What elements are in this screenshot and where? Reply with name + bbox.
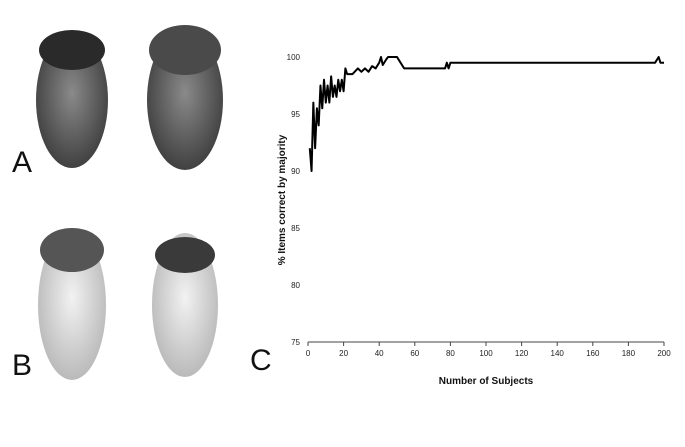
y-axis-title: % Items correct by majority <box>277 134 288 265</box>
y-tick-label: 100 <box>287 53 301 62</box>
y-tick-label: 75 <box>291 338 300 347</box>
x-axis-title: Number of Subjects <box>439 376 534 387</box>
panel-label: C <box>250 344 272 377</box>
y-tick-label: 95 <box>291 110 300 119</box>
x-tick-label: 160 <box>586 349 600 358</box>
face-photos <box>36 25 223 380</box>
data-line <box>308 56 664 172</box>
x-tick-label: 80 <box>446 349 455 358</box>
x-tick-label: 120 <box>515 349 529 358</box>
panel-label: B <box>12 349 32 382</box>
x-tick-label: 20 <box>339 349 348 358</box>
y-tick-label: 90 <box>291 167 300 176</box>
hair <box>155 237 215 273</box>
hair <box>40 228 104 272</box>
x-tick-label: 200 <box>657 349 671 358</box>
x-tick-label: 180 <box>622 349 636 358</box>
x-tick-label: 140 <box>551 349 565 358</box>
x-tick-label: 60 <box>410 349 419 358</box>
x-tick-label: 100 <box>479 349 493 358</box>
x-tick-label: 40 <box>375 349 384 358</box>
x-tick-label: 0 <box>306 349 311 358</box>
y-tick-label: 85 <box>291 224 300 233</box>
panel-label: A <box>12 146 32 179</box>
y-tick-label: 80 <box>291 281 300 290</box>
hair <box>149 25 221 75</box>
hair <box>39 30 105 70</box>
